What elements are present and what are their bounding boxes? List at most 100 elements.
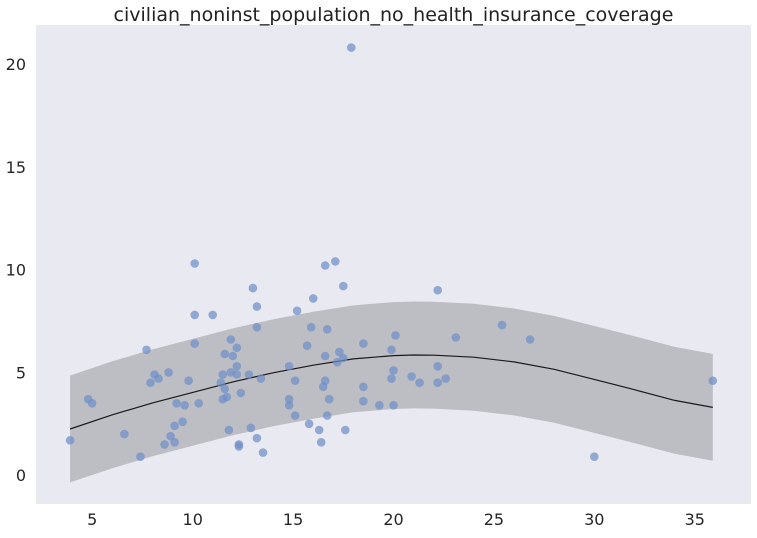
data-point — [497, 320, 507, 330]
data-point — [220, 384, 230, 394]
x-tick-label: 30 — [584, 510, 604, 529]
data-point — [232, 343, 242, 353]
data-point — [333, 357, 342, 367]
data-point — [375, 401, 384, 410]
data-point — [339, 281, 348, 291]
data-point — [284, 401, 294, 410]
data-point — [359, 382, 368, 392]
data-point — [433, 378, 443, 388]
data-point — [252, 433, 262, 443]
data-point — [284, 362, 294, 371]
data-point — [322, 325, 332, 334]
confidence-band — [70, 301, 713, 483]
data-point — [284, 394, 294, 404]
data-point — [172, 399, 181, 408]
x-axis-ticks: 5 10 15 20 25 30 35 — [87, 510, 705, 529]
x-tick-label: 35 — [685, 510, 705, 529]
data-point — [389, 401, 398, 410]
data-point — [341, 425, 350, 435]
data-point — [190, 339, 199, 348]
data-point — [178, 417, 187, 427]
data-point — [359, 339, 368, 348]
data-point — [387, 345, 396, 355]
data-point — [433, 285, 443, 295]
data-point — [234, 442, 244, 451]
data-point — [441, 374, 451, 383]
data-point — [236, 388, 246, 398]
data-point — [180, 401, 189, 410]
x-tick-label: 10 — [183, 510, 203, 529]
data-point — [136, 452, 145, 462]
data-point — [335, 347, 344, 357]
data-point — [220, 349, 230, 359]
data-point — [320, 351, 330, 361]
data-point — [525, 335, 535, 344]
data-point — [244, 370, 254, 379]
data-point — [252, 302, 262, 311]
data-point — [391, 331, 400, 340]
data-point — [252, 322, 262, 332]
data-point — [407, 372, 416, 381]
y-tick-label: 15 — [6, 158, 26, 177]
data-point — [314, 425, 324, 435]
data-point — [590, 452, 599, 462]
data-point — [324, 394, 334, 404]
x-tick-label: 20 — [383, 510, 403, 529]
data-point — [232, 362, 242, 371]
data-point — [339, 353, 348, 363]
data-point — [306, 322, 316, 332]
data-point — [708, 376, 718, 386]
data-point — [208, 310, 217, 320]
data-point — [224, 425, 234, 435]
data-point — [320, 376, 330, 386]
data-point — [258, 448, 268, 457]
data-point — [190, 259, 199, 268]
data-point — [302, 341, 312, 351]
y-tick-label: 5 — [16, 363, 26, 382]
data-point — [433, 362, 443, 371]
data-point — [451, 333, 461, 342]
data-point — [146, 378, 155, 388]
data-point — [228, 351, 238, 361]
data-point — [246, 423, 256, 433]
chart-title: civilian_noninst_population_no_health_in… — [114, 4, 674, 26]
data-point — [322, 411, 332, 420]
data-point — [308, 294, 318, 303]
data-point — [164, 368, 173, 377]
data-point — [415, 378, 424, 388]
data-point — [154, 374, 163, 383]
data-point — [256, 374, 266, 383]
data-point — [160, 440, 169, 449]
data-point — [142, 345, 151, 355]
fit-line — [69, 354, 713, 430]
data-point — [292, 306, 302, 316]
data-point — [218, 370, 228, 379]
data-point — [316, 438, 326, 447]
y-tick-label: 0 — [16, 466, 26, 485]
data-point — [290, 376, 300, 386]
data-point — [248, 283, 258, 293]
data-point — [232, 370, 242, 379]
data-points — [65, 43, 718, 462]
data-point — [184, 376, 193, 386]
y-axis-ticks: 0 5 10 15 20 — [6, 55, 26, 485]
data-point — [65, 436, 75, 445]
data-point — [359, 396, 368, 406]
data-point — [120, 429, 129, 439]
data-point — [226, 335, 236, 344]
data-point — [87, 399, 97, 408]
data-point — [194, 399, 203, 408]
data-point — [389, 366, 398, 375]
x-tick-label: 15 — [283, 510, 303, 529]
data-point — [170, 438, 179, 447]
data-point — [304, 419, 314, 429]
data-point — [190, 310, 199, 320]
y-tick-label: 20 — [6, 55, 26, 74]
y-tick-label: 10 — [6, 261, 26, 280]
data-point — [222, 392, 232, 402]
data-point — [290, 411, 300, 420]
data-point — [166, 431, 175, 441]
data-point — [387, 374, 396, 383]
data-point — [216, 378, 226, 388]
